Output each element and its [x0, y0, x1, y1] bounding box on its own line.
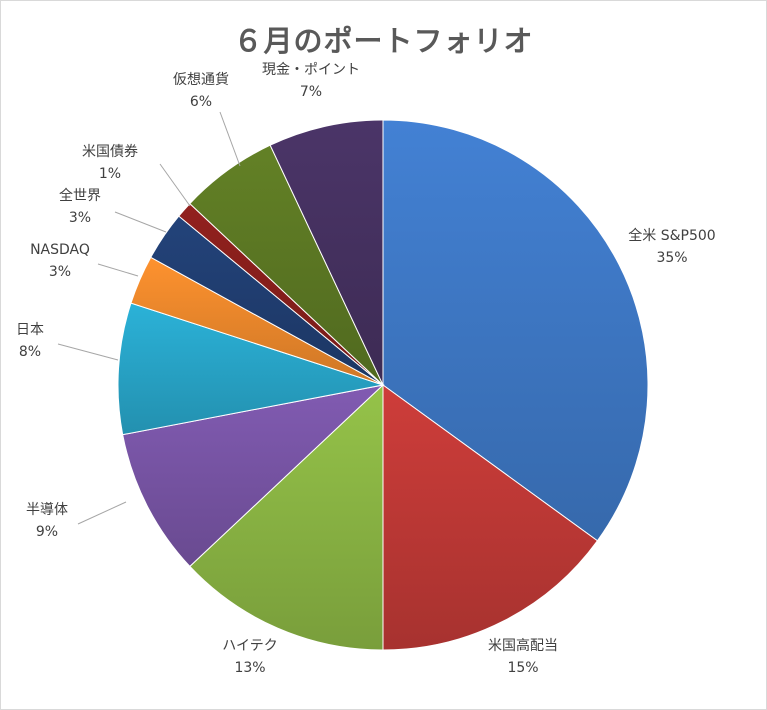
pie-slice [117, 302, 384, 436]
slice-label: 米国高配当 [488, 637, 558, 654]
pie-slice [382, 384, 599, 651]
slice-label: 仮想通貨 [173, 71, 229, 88]
slice-percent-label: 3% [69, 210, 91, 226]
slice-label: ハイテク [222, 638, 277, 654]
pie-slice [122, 384, 385, 568]
slice-percent-label: 15% [507, 660, 538, 676]
slice-label: 米国債券 [82, 144, 138, 160]
pie-slice [382, 119, 649, 542]
slice-label: 全世界 [59, 187, 101, 204]
slice-label: 現金・ポイント [262, 62, 360, 78]
pie-slice [269, 119, 384, 386]
slice-percent-label: 9% [36, 524, 58, 540]
slice-percent-label: 6% [190, 94, 212, 110]
slice-label: 全米 S&P500 [628, 227, 715, 244]
slice-percent-label: 13% [234, 660, 265, 676]
leader-line [77, 501, 127, 525]
slice-percent-label: 3% [49, 264, 71, 280]
slice-label: 半導体 [26, 502, 68, 518]
slice-percent-label: 35% [656, 250, 687, 266]
leader-line [57, 343, 119, 361]
slice-percent-label: 7% [300, 84, 322, 100]
leader-line [159, 163, 191, 207]
chart-title: ６月のポートフォリオ [233, 24, 534, 58]
leader-line [114, 211, 167, 233]
slice-percent-label: 1% [99, 166, 121, 182]
leader-line [219, 111, 241, 167]
slice-percent-label: 8% [19, 344, 41, 360]
leader-line [97, 263, 139, 277]
slice-label: NASDAQ [30, 242, 90, 258]
pie-slice [189, 383, 384, 651]
slice-label: 日本 [16, 322, 44, 338]
